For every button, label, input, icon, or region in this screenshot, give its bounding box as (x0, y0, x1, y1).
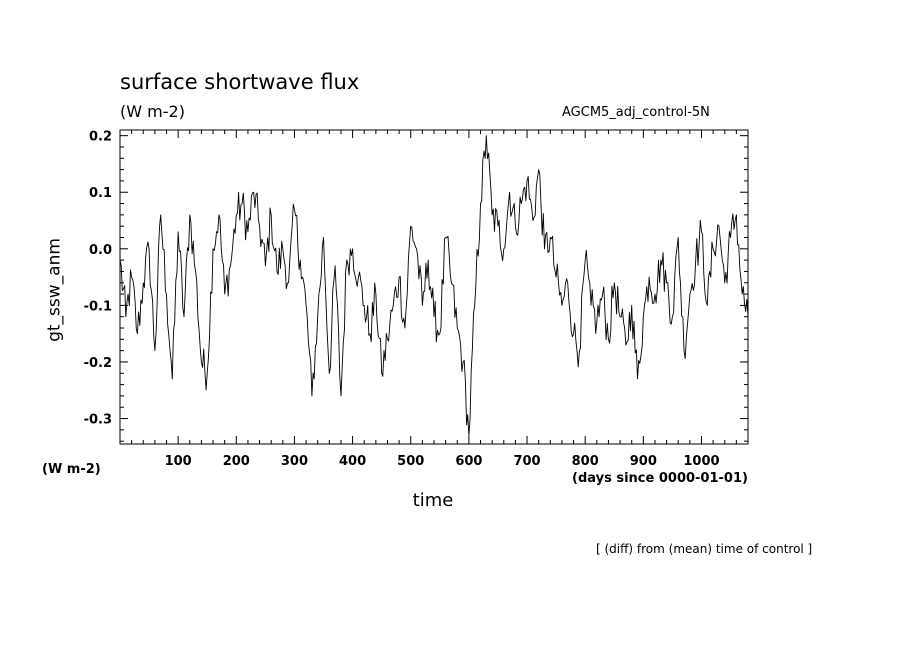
y-tick-label: 0.2 (89, 130, 112, 145)
y-tick-label: -0.2 (84, 356, 112, 371)
y-tick-label: 0.0 (89, 243, 112, 258)
x-tick-label: 1000 (683, 454, 719, 469)
x-tick-label: 800 (572, 454, 599, 469)
footnote: [ (diff) from (mean) time of control ] (596, 542, 813, 556)
x-tick-label: 300 (281, 454, 308, 469)
chart-units: (W m-2) (120, 102, 185, 121)
y-tick-label: -0.3 (84, 413, 112, 428)
y-tick-label: -0.1 (84, 299, 112, 314)
plot-area: 100 200 300 400 500 600 700 800 900 1000 0.2 0.1 0.0… (84, 129, 749, 469)
x-tick-label: 100 (165, 454, 192, 469)
plot-frame (119, 129, 749, 445)
x-tick-label: 600 (455, 454, 482, 469)
x-tick-label: 400 (339, 454, 366, 469)
dataset-label: AGCM5_adj_control-5N (562, 105, 710, 120)
x-axis-label: time (412, 490, 454, 511)
x-tick-label: 200 (223, 454, 250, 469)
x-tick-label: 900 (630, 454, 657, 469)
x-axis-units: (days since 0000-01-01) (572, 471, 748, 486)
series-line (119, 135, 749, 436)
y-axis-units: (W m-2) (42, 462, 101, 477)
x-tick-label: 500 (397, 454, 424, 469)
chart-title: surface shortwave flux (120, 70, 360, 94)
x-tick-label: 700 (513, 454, 540, 469)
y-tick-label: 0.1 (89, 186, 112, 201)
